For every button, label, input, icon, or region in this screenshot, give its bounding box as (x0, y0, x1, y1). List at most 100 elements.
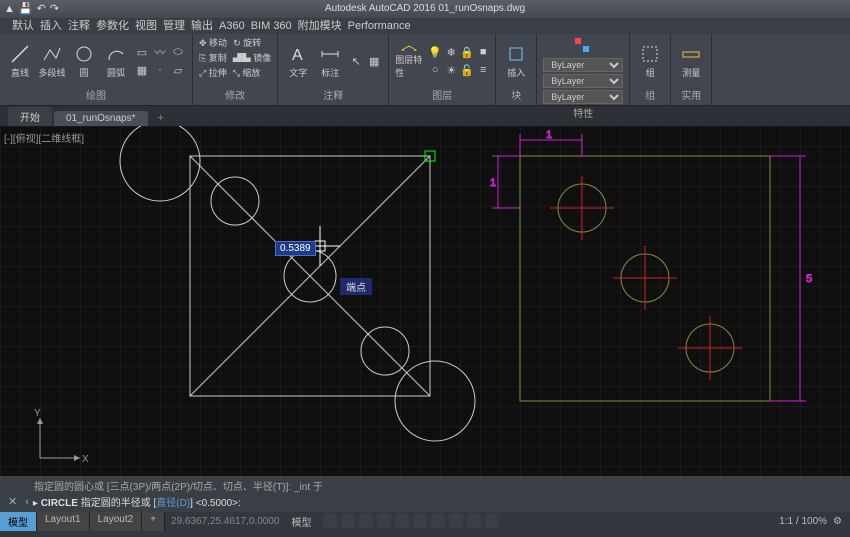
panel-properties: ByLayer ByLayer ByLayer 特性 (537, 34, 630, 105)
tab-default[interactable]: 默认 (12, 18, 34, 34)
mirror-button[interactable]: ▟▙ 镜像 (233, 51, 272, 64)
tab-annotate[interactable]: 注释 (68, 18, 90, 34)
ribbon: 直线 多段线 圆 圆弧 ▭ 〰 ⬭ ▦ · ▱ 绘图 ✥ 移动 ↻ 旋转 ⎘ 复… (0, 34, 850, 106)
spline-icon[interactable]: 〰 (152, 44, 168, 60)
status-model-label[interactable]: 模型 (285, 514, 317, 529)
rotate-button[interactable]: ↻ 旋转 (233, 36, 261, 49)
tab-performance[interactable]: Performance (348, 18, 411, 34)
arc-button[interactable]: 圆弧 (102, 43, 130, 79)
layer-unlock-icon[interactable]: 🔓 (459, 62, 475, 78)
layer-match-icon[interactable]: ≡ (475, 62, 491, 78)
matchprop-button[interactable] (573, 36, 593, 56)
ucs-icon[interactable]: X Y (30, 408, 90, 468)
ortho-toggle[interactable] (359, 514, 373, 528)
tab-manage[interactable]: 管理 (163, 18, 185, 34)
block-icon (506, 44, 526, 64)
cmd-option-diameter[interactable]: 直径(D) (156, 498, 190, 509)
circle-icon (74, 44, 94, 64)
right-circle-2 (613, 246, 677, 310)
layer-on-icon[interactable]: 💡 (427, 44, 443, 60)
copy-button[interactable]: ⎘ 复制 (199, 51, 227, 64)
file-tab-active[interactable]: 01_runOsnaps* (54, 111, 148, 126)
group-button[interactable]: 组 (636, 43, 664, 79)
move-button[interactable]: ✥ 移动 (199, 36, 227, 49)
layer-color-icon[interactable]: ■ (475, 44, 491, 60)
tab-a360[interactable]: A360 (219, 18, 245, 34)
grid-toggle[interactable] (323, 514, 337, 528)
table-icon[interactable]: ▦ (366, 53, 382, 69)
arc-icon (106, 44, 126, 64)
lineweight-select[interactable]: ByLayer (543, 90, 623, 104)
scale-button[interactable]: ⤡ 缩放 (233, 66, 261, 79)
add-tab-button[interactable]: + (150, 110, 172, 126)
start-tab[interactable]: 开始 (8, 107, 52, 126)
undo-icon[interactable]: ↶ (37, 0, 46, 18)
save-icon[interactable]: 💾 (19, 0, 33, 18)
line-button[interactable]: 直线 (6, 43, 34, 79)
zoom-display[interactable]: 1:1 / 100% (779, 516, 827, 527)
lwt-toggle[interactable] (431, 514, 445, 528)
cycling-toggle[interactable] (485, 514, 499, 528)
osnap-toggle[interactable] (395, 514, 409, 528)
panel-group: 组 组 (630, 34, 671, 105)
drawing-canvas: 1 1 5 (0, 126, 850, 476)
tab-bim360[interactable]: BIM 360 (251, 18, 292, 34)
color-select[interactable]: ByLayer (543, 58, 623, 72)
dimension-button[interactable]: 标注 (316, 43, 344, 79)
otrack-toggle[interactable] (413, 514, 427, 528)
text-button[interactable]: A文字 (284, 43, 312, 79)
polyline-button[interactable]: 多段线 (38, 43, 66, 79)
layer-props-button[interactable]: 图层特性 (395, 43, 423, 79)
cmd-close-icon[interactable]: ✕ (4, 495, 21, 508)
tab-output[interactable]: 输出 (191, 18, 213, 34)
redo-icon[interactable]: ↷ (50, 0, 59, 18)
layout1-tab[interactable]: Layout1 (37, 512, 90, 531)
tab-view[interactable]: 视图 (135, 18, 157, 34)
circle-button[interactable]: 圆 (70, 43, 98, 79)
transparency-toggle[interactable] (449, 514, 463, 528)
linetype-select[interactable]: ByLayer (543, 74, 623, 88)
layer-freeze-icon[interactable]: ❄ (443, 44, 459, 60)
polar-toggle[interactable] (377, 514, 391, 528)
svg-text:1: 1 (490, 177, 496, 189)
panel-modify: ✥ 移动 ↻ 旋转 ⎘ 复制 ▟▙ 镜像 ⤢ 拉伸 ⤡ 缩放 修改 (193, 34, 278, 105)
quick-access-toolbar: ▲ 💾 ↶ ↷ (4, 0, 59, 18)
layout-tabs: 模型 Layout1 Layout2 + (0, 512, 165, 531)
layout-add-button[interactable]: + (142, 512, 165, 531)
drawing-area[interactable]: [-][俯视][二维线框] (0, 126, 850, 476)
title-text: Autodesk AutoCAD 2016 01_runOsnaps.dwg (325, 3, 525, 14)
tab-addins[interactable]: 附加模块 (298, 18, 342, 34)
stretch-button[interactable]: ⤢ 拉伸 (199, 66, 227, 79)
tab-parametric[interactable]: 参数化 (96, 18, 129, 34)
leader-icon[interactable]: ↖ (348, 53, 364, 69)
status-bar: 模型 Layout1 Layout2 + 29.6367,25.4617,0.0… (0, 512, 850, 530)
text-icon: A (288, 44, 308, 64)
dimensions: 1 1 5 (490, 129, 812, 401)
insert-block-button[interactable]: 插入 (502, 43, 530, 79)
group-icon (640, 44, 660, 64)
app-icon[interactable]: ▲ (4, 0, 15, 18)
layer-off-icon[interactable]: ○ (427, 62, 443, 78)
right-circle-1 (550, 176, 614, 240)
rect-icon[interactable]: ▭ (134, 44, 150, 60)
measure-button[interactable]: 测量 (677, 43, 705, 79)
layout2-tab[interactable]: Layout2 (90, 512, 143, 531)
layer-lock-icon[interactable]: 🔒 (459, 44, 475, 60)
dim-icon (320, 44, 340, 64)
polyline-icon (42, 44, 62, 64)
ellipse-icon[interactable]: ⬭ (170, 44, 186, 60)
region-icon[interactable]: ▱ (170, 62, 186, 78)
dyninput-toggle[interactable] (467, 514, 481, 528)
snap-toggle[interactable] (341, 514, 355, 528)
tab-insert[interactable]: 插入 (40, 18, 62, 34)
layer-thaw-icon[interactable]: ☀ (443, 62, 459, 78)
hatch-icon[interactable]: ▦ (134, 62, 150, 78)
model-tab[interactable]: 模型 (0, 512, 37, 531)
command-input[interactable] (241, 496, 581, 507)
settings-icon[interactable]: ⚙ (833, 516, 842, 527)
cmd-chevron-icon[interactable]: ‹ (21, 496, 33, 508)
point-icon[interactable]: · (152, 62, 168, 78)
dynamic-input[interactable]: 0.5389 (275, 241, 316, 256)
svg-text:1: 1 (546, 129, 552, 141)
svg-text:A: A (292, 47, 303, 64)
